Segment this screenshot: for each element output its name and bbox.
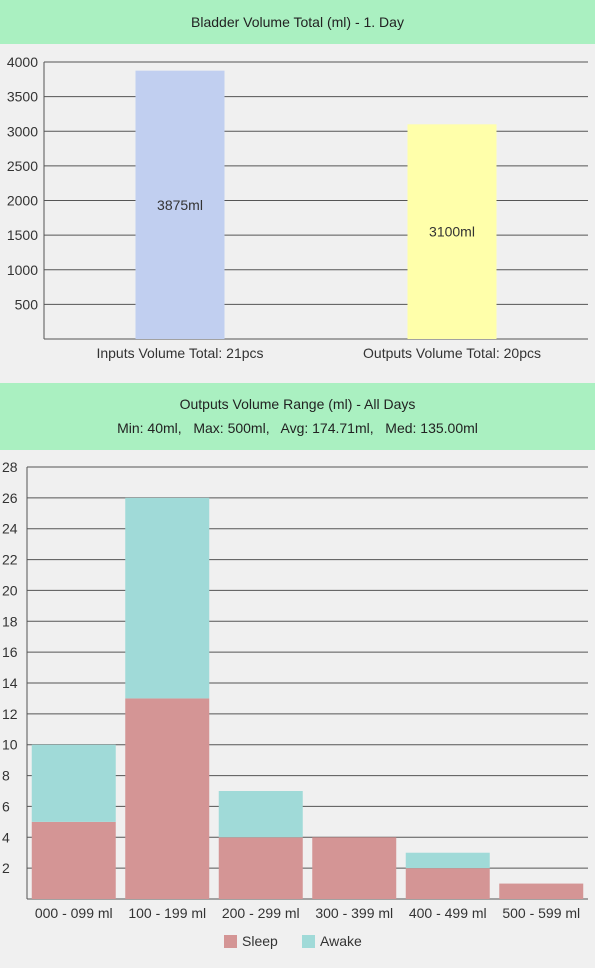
y-tick-label: 6 bbox=[2, 798, 10, 814]
bar-segment-awake bbox=[405, 852, 490, 869]
y-tick-label: 4 bbox=[2, 829, 10, 845]
bar-segment-sleep bbox=[499, 883, 584, 899]
bar bbox=[135, 70, 225, 339]
y-tick-label: 16 bbox=[2, 644, 18, 660]
bar-segment-sleep bbox=[31, 821, 116, 899]
y-tick-label: 20 bbox=[2, 582, 18, 598]
y-tick-label: 3000 bbox=[7, 123, 38, 139]
y-tick-label: 26 bbox=[2, 490, 18, 506]
x-tick-label: 100 - 199 ml bbox=[128, 905, 206, 921]
x-tick-label: 000 - 099 ml bbox=[35, 905, 113, 921]
x-tick-label: Inputs Volume Total: 21pcs bbox=[96, 345, 263, 361]
x-tick-label: 500 - 599 ml bbox=[502, 905, 580, 921]
bar-segment-awake bbox=[125, 497, 210, 699]
bar bbox=[407, 124, 497, 339]
x-tick-label: 400 - 499 ml bbox=[409, 905, 487, 921]
y-tick-label: 28 bbox=[2, 459, 18, 475]
y-tick-label: 12 bbox=[2, 706, 18, 722]
legend-label-sleep: Sleep bbox=[242, 933, 278, 949]
y-tick-label: 18 bbox=[2, 613, 18, 629]
y-tick-label: 2000 bbox=[7, 193, 38, 209]
y-tick-label: 2 bbox=[2, 860, 10, 876]
y-tick-label: 1500 bbox=[7, 227, 38, 243]
y-tick-label: 8 bbox=[2, 768, 10, 784]
chart2-subtitle: Min: 40ml, Max: 500ml, Avg: 174.71ml, Me… bbox=[117, 420, 478, 436]
y-tick-label: 1000 bbox=[7, 262, 38, 278]
legend-swatch-sleep bbox=[224, 935, 237, 948]
bar-segment-awake bbox=[31, 744, 116, 822]
bar-data-label: 3100ml bbox=[429, 224, 475, 240]
bar-segment-awake bbox=[218, 791, 303, 838]
y-tick-label: 24 bbox=[2, 521, 18, 537]
x-tick-label: 200 - 299 ml bbox=[222, 905, 300, 921]
y-tick-label: 3500 bbox=[7, 89, 38, 105]
bladder-volume-chart: 500 1000 1500 2000 2500 3000 3500 4000 3875ml Inp… bbox=[7, 54, 588, 361]
chart2-title: Outputs Volume Range (ml) - All Days bbox=[179, 396, 416, 412]
bar-segment-sleep bbox=[405, 868, 490, 899]
y-tick-label: 14 bbox=[2, 675, 18, 691]
bar-segment-sleep bbox=[218, 837, 303, 899]
y-tick-label: 10 bbox=[2, 737, 18, 753]
x-tick-label: 300 - 399 ml bbox=[315, 905, 393, 921]
bar-segment-sleep bbox=[312, 837, 397, 899]
y-tick-label: 4000 bbox=[7, 54, 38, 70]
y-tick-label: 500 bbox=[15, 296, 39, 312]
bar-data-label: 3875ml bbox=[157, 197, 203, 213]
chart1-title: Bladder Volume Total (ml) - 1. Day bbox=[0, 0, 595, 44]
legend-label-awake: Awake bbox=[320, 933, 362, 949]
chart2-header: Outputs Volume Range (ml) - All Days Min… bbox=[0, 383, 595, 450]
y-tick-label: 22 bbox=[2, 552, 18, 568]
bar-segment-sleep bbox=[125, 698, 210, 899]
y-tick-label: 2500 bbox=[7, 158, 38, 174]
legend-swatch-awake bbox=[302, 935, 315, 948]
x-tick-label: Outputs Volume Total: 20pcs bbox=[363, 345, 541, 361]
